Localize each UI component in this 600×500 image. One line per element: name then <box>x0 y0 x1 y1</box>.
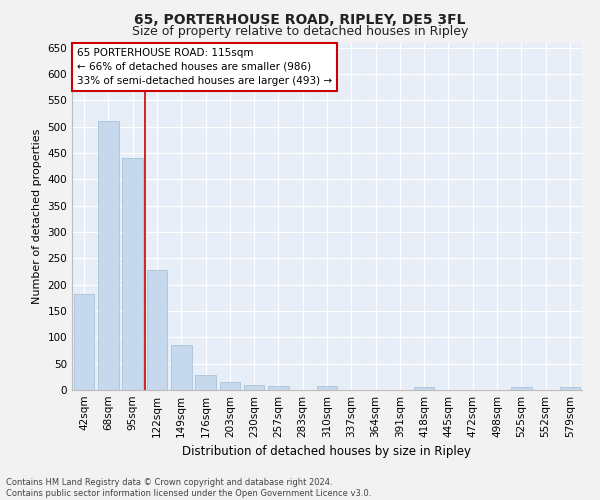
Text: Size of property relative to detached houses in Ripley: Size of property relative to detached ho… <box>132 25 468 38</box>
Bar <box>220 382 240 390</box>
Y-axis label: Number of detached properties: Number of detached properties <box>32 128 42 304</box>
Bar <box>268 386 289 390</box>
Bar <box>74 294 94 390</box>
Bar <box>244 384 265 390</box>
Bar <box>195 376 216 390</box>
Bar <box>98 122 119 390</box>
Text: 65, PORTERHOUSE ROAD, RIPLEY, DE5 3FL: 65, PORTERHOUSE ROAD, RIPLEY, DE5 3FL <box>134 12 466 26</box>
Text: 65 PORTERHOUSE ROAD: 115sqm
← 66% of detached houses are smaller (986)
33% of se: 65 PORTERHOUSE ROAD: 115sqm ← 66% of det… <box>77 48 332 86</box>
Bar <box>122 158 143 390</box>
Bar <box>414 387 434 390</box>
X-axis label: Distribution of detached houses by size in Ripley: Distribution of detached houses by size … <box>182 446 472 458</box>
Bar <box>560 387 580 390</box>
Bar <box>511 387 532 390</box>
Bar <box>317 386 337 390</box>
Bar <box>146 270 167 390</box>
Text: Contains HM Land Registry data © Crown copyright and database right 2024.
Contai: Contains HM Land Registry data © Crown c… <box>6 478 371 498</box>
Bar <box>171 345 191 390</box>
